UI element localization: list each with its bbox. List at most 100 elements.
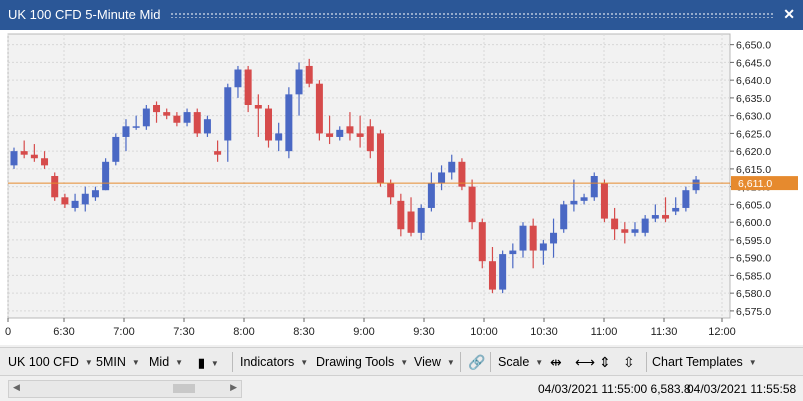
candle-body <box>336 129 344 137</box>
y-tick-label: 6,650.0 <box>736 40 771 52</box>
toolbar-divider <box>460 352 461 372</box>
candle-body <box>224 87 232 141</box>
candle-body <box>611 218 619 230</box>
y-tick-label: 6,620.0 <box>736 146 771 158</box>
candle-body <box>102 161 110 191</box>
candle-body <box>71 200 79 208</box>
candle-body <box>295 69 303 95</box>
candle-body <box>397 200 405 230</box>
candle-body <box>10 151 18 166</box>
toolbar-divider <box>490 352 491 372</box>
chart-templates-menu[interactable]: Chart Templates ▼ <box>652 355 757 369</box>
candle-body <box>122 126 130 137</box>
scroll-thumb[interactable] <box>173 384 195 393</box>
candle-body <box>153 105 161 113</box>
candle-body <box>438 172 446 184</box>
x-tick-label: 7:00 <box>113 326 134 338</box>
candle-body <box>356 133 364 137</box>
view-menu[interactable]: View ▼ <box>414 355 455 369</box>
y-tick-label: 6,625.0 <box>736 128 771 140</box>
cursor-readout: 04/03/2021 11:55:00 6,583.8 <box>538 382 691 396</box>
candle-body <box>387 183 395 198</box>
link-icon[interactable]: 🔗 <box>468 354 486 370</box>
close-icon[interactable]: ✕ <box>783 6 795 22</box>
x-tick-label: 12:00 <box>708 326 736 338</box>
candlestick-chart[interactable]: 6,650.0 6,645.0 6,640.0 6,635.0 6,630.0 6,625… <box>0 30 803 345</box>
zoom-in-vertical-icon[interactable]: ⇕ <box>599 354 611 370</box>
scale-menu[interactable]: Scale ▼ <box>498 355 544 369</box>
x-tick-label: 11:30 <box>651 326 678 338</box>
candle-body <box>214 151 222 155</box>
y-tick-label: 6,645.0 <box>736 57 771 69</box>
candle-body <box>550 232 558 244</box>
candle-body <box>641 218 649 233</box>
current-price-tag <box>731 176 798 191</box>
candle-body <box>132 126 140 128</box>
candle-body <box>81 193 89 205</box>
candle-body <box>621 229 629 233</box>
indicators-menu[interactable]: Indicators ▼ <box>240 355 309 369</box>
x-tick-label: 7:30 <box>173 326 194 338</box>
candle-body <box>142 108 150 127</box>
y-tick-label: 6,585.0 <box>736 270 771 282</box>
x-tick-label: 9:30 <box>413 326 434 338</box>
candlestick-icon: ▮ <box>198 356 205 370</box>
x-tick-label: 9:00 <box>353 326 374 338</box>
price-type-dropdown[interactable]: Mid ▼ <box>149 355 184 369</box>
zoom-in-horizontal-icon[interactable]: ⇹ <box>550 354 562 370</box>
chart-area[interactable]: 6,650.0 6,645.0 6,640.0 6,635.0 6,630.0 6,625… <box>0 30 803 345</box>
scroll-right-icon[interactable]: ▶ <box>230 382 237 392</box>
drawing-tools-menu[interactable]: Drawing Tools ▼ <box>316 355 409 369</box>
candle-body <box>417 207 425 233</box>
candle-body <box>600 183 608 219</box>
x-tick-label: 6:30 <box>53 326 74 338</box>
x-tick-label: 8:00 <box>233 326 254 338</box>
candle-body <box>366 126 374 152</box>
candle-body <box>478 222 486 262</box>
candle-body <box>488 261 496 290</box>
candle-body <box>468 186 476 223</box>
y-tick-label: 6,575.0 <box>736 306 771 318</box>
candle-body <box>580 197 588 201</box>
candle-body <box>20 151 28 155</box>
candle-body <box>30 154 38 159</box>
candle-body <box>631 229 639 233</box>
candle-body <box>61 197 69 205</box>
candle-body <box>519 225 527 251</box>
chart-type-dropdown[interactable]: ▮ ▼ <box>198 356 219 370</box>
y-tick-label: 6,640.0 <box>736 75 771 87</box>
window-title: UK 100 CFD 5-Minute Mid <box>8 7 161 22</box>
x-tick-label: 8:30 <box>293 326 314 338</box>
candle-body <box>651 215 659 219</box>
y-tick-label: 6,630.0 <box>736 111 771 123</box>
candle-body <box>509 250 517 255</box>
candle-body <box>448 161 456 173</box>
zoom-out-horizontal-icon[interactable]: ⟷ <box>575 354 596 370</box>
interval-dropdown[interactable]: 5MIN ▼ <box>96 355 140 369</box>
candle-body <box>183 112 191 123</box>
candle-body <box>682 190 690 208</box>
candle-body <box>662 215 670 219</box>
x-tick-label: 10:30 <box>530 326 558 338</box>
candle-body <box>163 112 171 116</box>
candle-body <box>672 207 680 212</box>
candle-body <box>376 133 384 184</box>
candle-body <box>692 179 700 191</box>
zoom-out-vertical-icon[interactable]: ⇳ <box>623 354 635 370</box>
y-tick-label: 6,605.0 <box>736 199 771 211</box>
title-grip[interactable] <box>170 12 775 18</box>
candle-body <box>499 254 507 290</box>
instrument-dropdown[interactable]: UK 100 CFD ▼ <box>8 355 93 369</box>
y-tick-label: 6,590.0 <box>736 253 771 265</box>
plot-background <box>7 33 731 319</box>
candle-body <box>407 211 415 233</box>
candle-body <box>346 126 354 134</box>
current-price-label: 6,611.0 <box>738 178 772 190</box>
horizontal-scrollbar[interactable]: ◀ ▶ <box>8 380 242 398</box>
candle-body <box>529 225 537 251</box>
candle-body <box>91 190 99 198</box>
candle-body <box>570 200 578 205</box>
scroll-left-icon[interactable]: ◀ <box>13 382 20 392</box>
candle-body <box>173 115 181 123</box>
candle-body <box>41 158 49 166</box>
